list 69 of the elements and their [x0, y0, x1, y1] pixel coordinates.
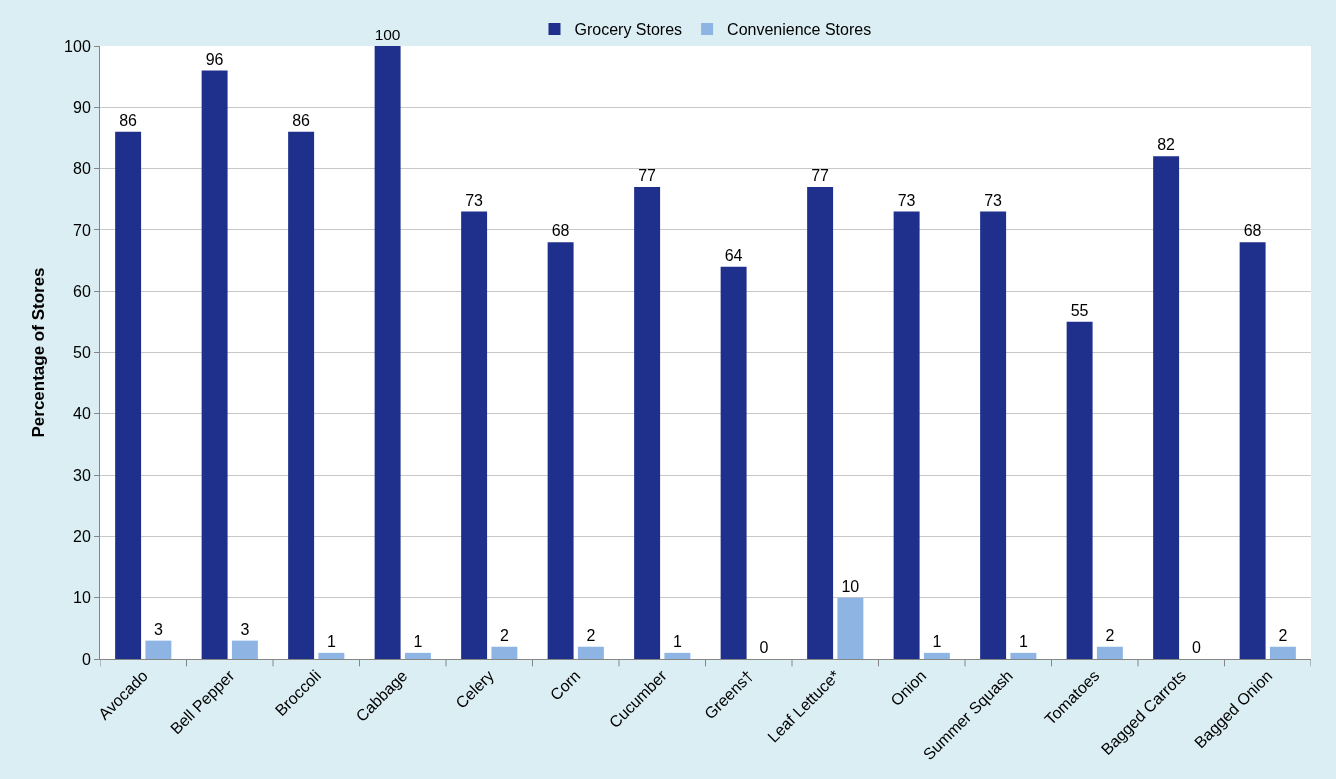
bar: [1010, 652, 1037, 659]
data-label: 10: [841, 577, 860, 595]
bar: [201, 70, 228, 659]
bar: [807, 186, 834, 659]
data-label: 64: [724, 246, 743, 264]
bar: [720, 266, 747, 659]
legend-label: Grocery Stores: [574, 21, 683, 39]
bar: [404, 652, 431, 659]
data-label: 2: [1105, 626, 1115, 644]
bar: [923, 652, 950, 659]
y-tick-label: 30: [73, 466, 91, 484]
data-label: 68: [1243, 222, 1262, 240]
data-label: 68: [551, 222, 570, 240]
y-tick-label: 50: [73, 344, 91, 362]
x-tick-label: Corn: [546, 666, 584, 704]
bar: [318, 652, 345, 659]
data-label: 96: [205, 50, 224, 68]
data-label: 82: [1157, 136, 1176, 154]
bar: [1066, 321, 1093, 659]
data-label: 73: [984, 191, 1003, 209]
bar: [664, 652, 691, 659]
bar: [461, 211, 488, 659]
bar: [893, 211, 920, 659]
data-label: 1: [932, 632, 942, 650]
y-tick-label: 0: [81, 650, 91, 668]
data-label: 2: [1278, 626, 1288, 644]
data-label: 1: [413, 632, 423, 650]
bar: [374, 46, 401, 659]
data-label: 77: [811, 166, 830, 184]
legend-label: Convenience Stores: [727, 21, 872, 39]
data-label: 3: [153, 620, 163, 638]
data-label: 55: [1070, 301, 1089, 319]
bar: [547, 242, 574, 659]
y-axis-title: Percentage of Stores: [28, 267, 48, 438]
data-label: 1: [326, 632, 336, 650]
bar: [634, 186, 661, 659]
bar: [837, 597, 864, 659]
data-label: 86: [292, 111, 311, 129]
y-tick-label: 60: [73, 282, 91, 300]
y-tick-label: 100: [64, 37, 91, 55]
y-tick-label: 10: [73, 589, 91, 607]
data-label: 1: [672, 632, 682, 650]
y-tick-label: 20: [73, 528, 91, 545]
y-tick-label: 90: [73, 98, 91, 116]
y-tick-label: 70: [73, 221, 91, 239]
y-tick-label: 80: [73, 160, 91, 178]
data-label: 73: [465, 191, 484, 209]
y-tick-label: 40: [73, 405, 91, 423]
bar: [115, 131, 142, 659]
bar: [1239, 242, 1266, 659]
data-label: 77: [638, 166, 657, 184]
data-label: 2: [499, 626, 509, 644]
bar: [231, 640, 258, 659]
bar: [145, 640, 172, 659]
data-label: 0: [1191, 639, 1201, 656]
bar: [288, 131, 315, 659]
data-label: 100: [374, 26, 401, 44]
bar: [577, 646, 604, 659]
data-label: 0: [759, 639, 769, 656]
data-label: 3: [240, 620, 250, 638]
data-label: 2: [586, 626, 596, 644]
data-label: 86: [119, 111, 138, 129]
bar: [491, 646, 518, 659]
data-label: 73: [897, 191, 916, 209]
data-label: 1: [1018, 632, 1028, 650]
bar: [1269, 646, 1296, 659]
bar: [1153, 156, 1180, 659]
bar: [980, 211, 1007, 659]
bar: [1096, 646, 1123, 659]
